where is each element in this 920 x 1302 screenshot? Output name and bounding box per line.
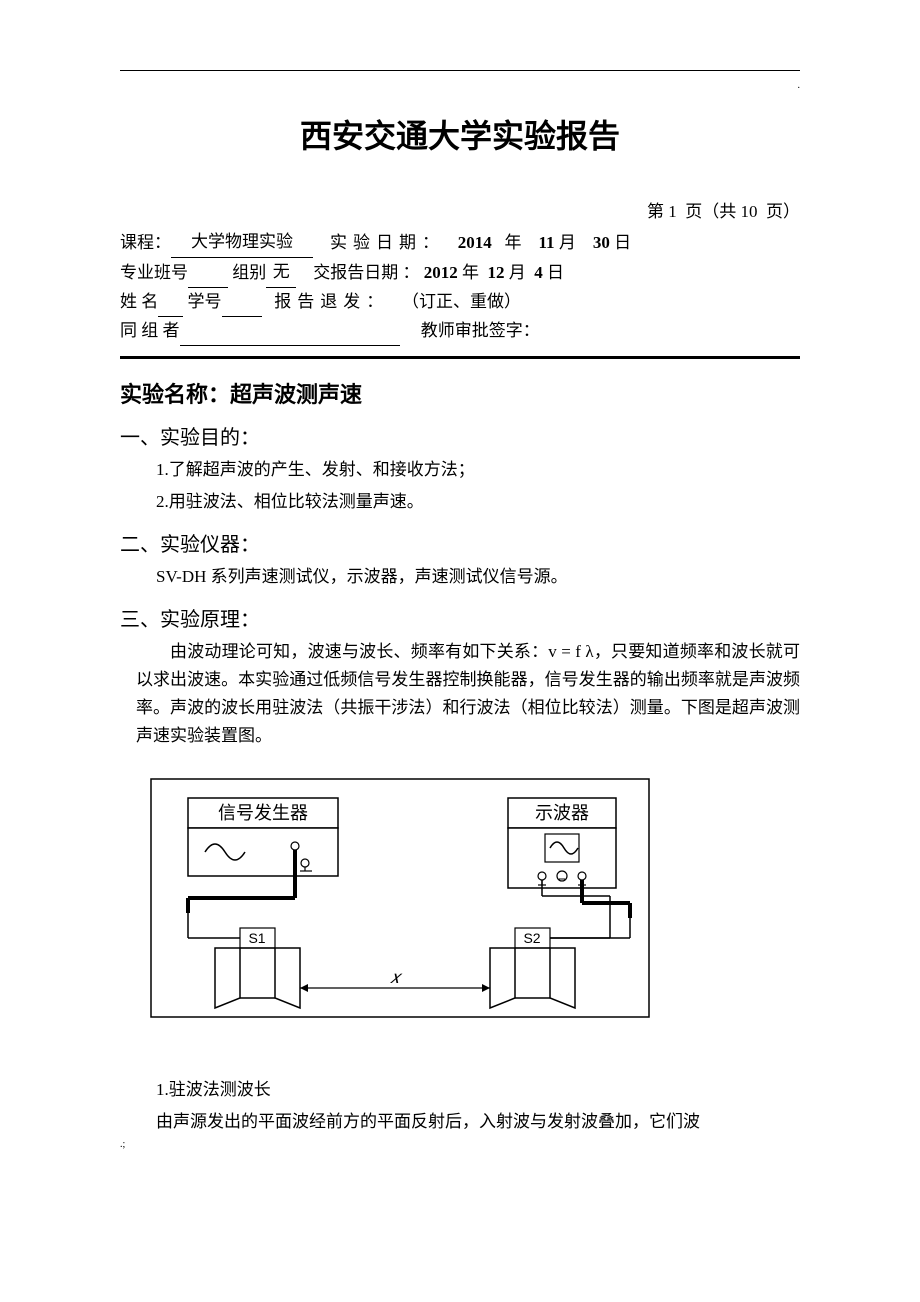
month-char-1: 月 — [559, 233, 576, 252]
s3-para: 由波动理论可知，波速与波长、频率有如下关系：v = f λ，只要知道频率和波长就… — [136, 638, 800, 750]
label-oscilloscope: 示波器 — [535, 803, 589, 823]
top-rule — [120, 70, 800, 71]
section-2-heading: 二、实验仪器： — [120, 528, 800, 557]
form-block: 课程： 大学物理实验 实验日期： 2014 年 11 月 30 日 专业班号 组别… — [120, 228, 800, 346]
group-label: 组别 — [232, 263, 266, 282]
s1-line2: 2.用驻波法、相位比较法测量声速。 — [156, 488, 800, 516]
return-note: （订正、重做） — [402, 292, 521, 311]
exp-date-label: 实验日期： — [330, 233, 445, 252]
teacher-label: 教师审批签字： — [421, 321, 540, 340]
label-s1: S1 — [248, 930, 265, 946]
label-signal-gen: 信号发生器 — [218, 803, 308, 823]
section-3-heading: 三、实验原理： — [120, 603, 800, 632]
page-number: 第 1 页（共 10 页） — [120, 197, 800, 222]
form-row-1: 课程： 大学物理实验 实验日期： 2014 年 11 月 30 日 — [120, 228, 800, 258]
page-mid: 页（共 — [685, 202, 736, 221]
s1-line1: 1.了解超声波的产生、发射、和接收方法； — [156, 456, 800, 484]
s4-line1: 由声源发出的平面波经前方的平面反射后，入射波与发射波叠加，它们波 — [156, 1108, 800, 1136]
class-label: 专业班号 — [120, 263, 188, 282]
day-char-1: 日 — [614, 233, 631, 252]
exp-year: 2014 — [458, 233, 492, 252]
s2-line1: SV-DH 系列声速测试仪，示波器，声速测试仪信号源。 — [156, 563, 800, 591]
submit-label: 交报告日期 ： — [313, 263, 419, 282]
label-s2: S2 — [523, 930, 540, 946]
partner-value — [180, 345, 400, 346]
id-label: 学号 — [188, 292, 222, 311]
month-char-2: 月 — [509, 263, 526, 282]
submit-day: 4 — [534, 263, 543, 282]
exp-day: 30 — [593, 233, 610, 252]
main-title: 西安交通大学实验报告 — [120, 111, 800, 157]
group-value: 无 — [266, 258, 296, 288]
form-row-2: 专业班号 组别无 交报告日期 ： 2012 年 12 月 4 日 — [120, 258, 800, 288]
page-total: 10 — [741, 202, 758, 221]
partner-label: 同 组 者 — [120, 321, 180, 340]
submit-month: 12 — [488, 263, 505, 282]
name-label: 姓 名 — [120, 292, 158, 311]
course-label: 课程： — [120, 233, 171, 252]
page-prefix: 第 — [647, 202, 664, 221]
course-value: 大学物理实验 — [191, 228, 293, 258]
page-current: 1 — [668, 202, 677, 221]
s4-subheading: 1.驻波法测波长 — [156, 1076, 800, 1104]
section-1-heading: 一、实验目的： — [120, 421, 800, 450]
year-char-1: 年 — [505, 233, 522, 252]
day-char-2: 日 — [547, 263, 564, 282]
exp-name-label: 实验名称： — [120, 382, 230, 407]
page-suffix: 页） — [766, 202, 800, 221]
exp-name-value: 超声波测声速 — [230, 382, 362, 407]
corner-dot-top: . — [798, 80, 801, 91]
submit-year: 2012 — [424, 263, 458, 282]
corner-dot-bottom: .; — [120, 1139, 125, 1150]
experiment-name: 实验名称：超声波测声速 — [120, 377, 800, 409]
exp-month: 11 — [539, 233, 555, 252]
form-row-4: 同 组 者 教师审批签字： — [120, 317, 800, 346]
form-row-3: 姓 名 学号 报告退发： （订正、重做） — [120, 288, 800, 317]
thick-rule — [120, 356, 800, 359]
return-label: 报告退发： — [274, 292, 389, 311]
year-char-2: 年 — [462, 263, 479, 282]
apparatus-diagram: 信号发生器 示波器 — [150, 778, 800, 1048]
